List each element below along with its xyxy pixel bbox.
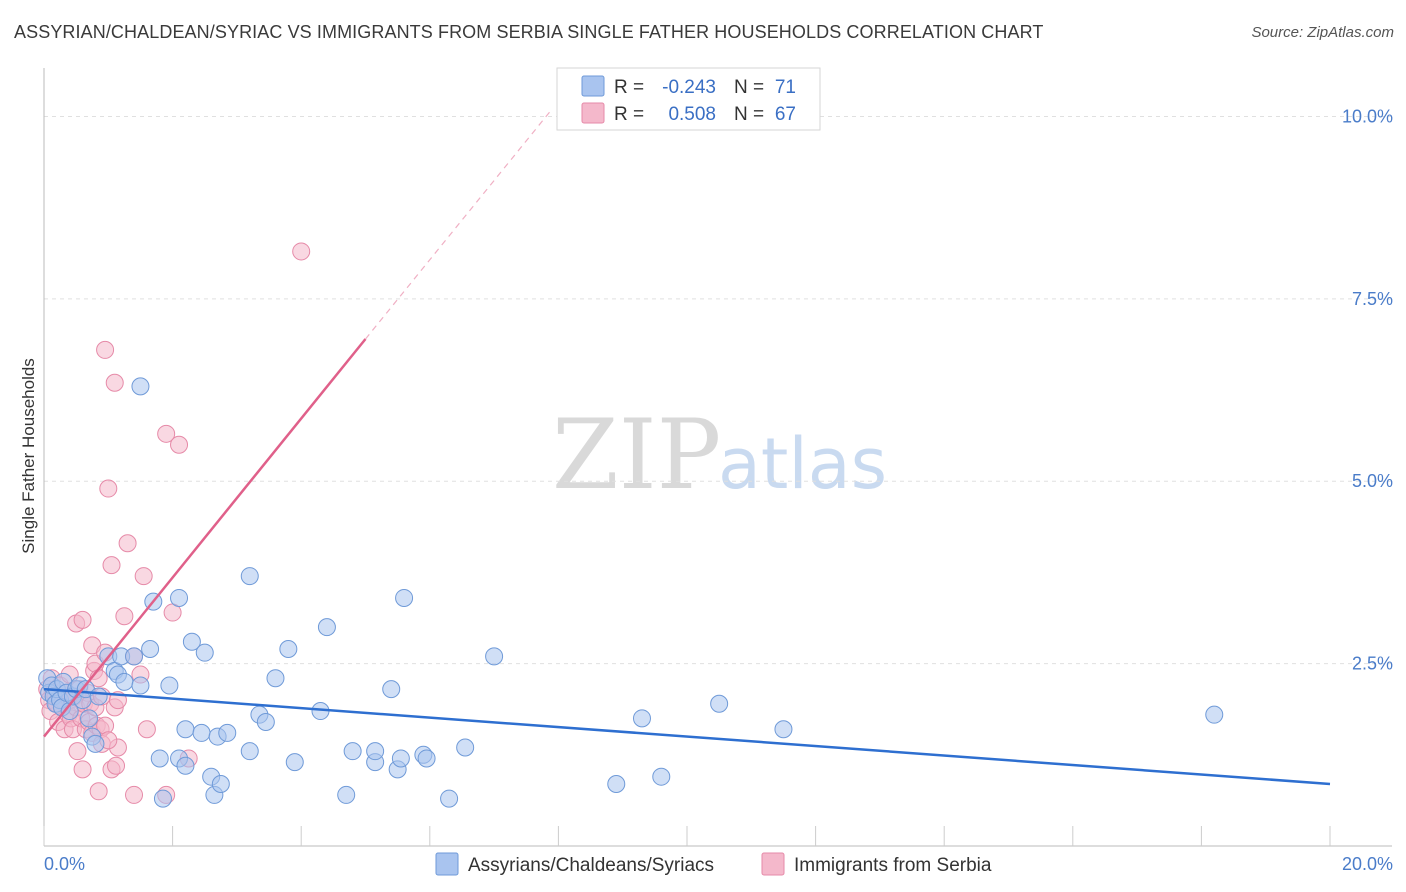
- assyrian-point-63: [440, 789, 459, 808]
- assyrian-point-52: [317, 618, 336, 637]
- serbia-point-55: [134, 567, 153, 586]
- legend-swatch-assyrian: [435, 852, 459, 876]
- assyrian-point-37: [192, 723, 211, 742]
- trend-lines: [43, 108, 1331, 786]
- assyrian-point-69: [710, 694, 729, 713]
- y-tick-label-0: 2.5%: [1352, 654, 1393, 674]
- assyrian-point-36: [182, 632, 201, 651]
- serbia-point-42: [96, 340, 115, 359]
- legend: Assyrians/Chaldeans/Syriacs Immigrants f…: [435, 852, 992, 876]
- assyrian-point-60: [395, 588, 414, 607]
- tick-labels: 2.5% 5.0% 7.5% 10.0% 0.0% 20.0%: [44, 106, 1393, 874]
- stats-pink-swatch: [581, 102, 605, 124]
- assyrian-point-72: [131, 377, 150, 396]
- stats-blue-r-value: -0.243: [662, 77, 716, 98]
- assyrian-point-71: [1205, 705, 1224, 724]
- serbia-point-53: [125, 785, 144, 804]
- assyrian-point-57: [382, 680, 401, 699]
- assyrian-point-54: [343, 742, 362, 761]
- assyrian-point-27: [141, 640, 160, 659]
- assyrian-point-34: [176, 720, 195, 739]
- assyrian-point-25: [125, 647, 144, 666]
- serbia-point-58: [157, 424, 176, 443]
- assyrian-point-50: [285, 753, 304, 772]
- serbia-point-24: [73, 760, 92, 779]
- x-tick-label-0: 0.0%: [44, 854, 85, 874]
- assyrian-point-47: [256, 712, 275, 731]
- stats-blue-n-label: N =: [734, 77, 764, 98]
- grid: [44, 115, 1392, 665]
- serbia-trend-line: [43, 338, 367, 738]
- assyrian-trend-line: [43, 687, 1331, 786]
- stats-blue-r-label: R =: [614, 77, 644, 98]
- legend-label-serbia: Immigrants from Serbia: [794, 855, 992, 876]
- stats-blue-n-value: 71: [775, 77, 796, 98]
- serbia-point-37: [89, 782, 108, 801]
- serbia-point-44: [102, 556, 121, 575]
- assyrian-point-66: [607, 774, 626, 793]
- x-tick-label-1: 20.0%: [1342, 854, 1393, 874]
- y-tick-label-3: 10.0%: [1342, 106, 1393, 126]
- y-tick-label-1: 5.0%: [1352, 471, 1393, 491]
- assyrian-point-31: [160, 676, 179, 695]
- axes: [43, 68, 1392, 847]
- stats-pink-n-label: N =: [734, 104, 764, 125]
- chart-title: ASSYRIAN/CHALDEAN/SYRIAC VS IMMIGRANTS F…: [14, 22, 1044, 42]
- stats-legend: R = -0.243 N = 71 R = 0.508 N = 67: [556, 67, 821, 131]
- serbia-point-65: [107, 756, 126, 775]
- assyrian-point-44: [240, 742, 259, 761]
- serbia-point-23: [73, 610, 92, 629]
- assyrian-point-30: [153, 789, 172, 808]
- assyrian-point-62: [417, 749, 436, 768]
- assyrian-point-48: [266, 669, 285, 688]
- assyrian-point-38: [195, 643, 214, 662]
- stats-pink-n-value: 67: [775, 104, 796, 125]
- assyrian-point-18: [86, 734, 105, 753]
- serbia-point-50: [115, 607, 134, 626]
- stats-pink-r-value: 0.508: [668, 104, 716, 125]
- watermark-atlas: atlas: [718, 423, 887, 505]
- serbia-point-51: [118, 534, 137, 553]
- assyrian-point-19: [89, 687, 108, 706]
- assyrian-point-49: [279, 640, 298, 659]
- serbia-point-46: [105, 373, 124, 392]
- legend-label-assyrian: Assyrians/Chaldeans/Syriacs: [468, 855, 714, 876]
- source-credit: Source: ZipAtlas.com: [1251, 24, 1394, 41]
- legend-swatch-serbia: [761, 852, 785, 876]
- serbia-point-60: [170, 435, 189, 454]
- assyrian-point-70: [774, 720, 793, 739]
- assyrian-point-35: [176, 756, 195, 775]
- assyrian-point-45: [240, 567, 259, 586]
- assyrian-point-26: [131, 676, 150, 695]
- watermark: ZIP atlas: [552, 399, 887, 511]
- assyrian-point-64: [456, 738, 475, 757]
- serbia-trend-extension: [365, 108, 553, 340]
- stats-pink-r-label: R =: [614, 104, 644, 125]
- assyrian-point-59: [391, 749, 410, 768]
- assyrian-point-24: [115, 672, 134, 691]
- assyrian-point-29: [150, 749, 169, 768]
- assyrian-point-67: [632, 709, 651, 728]
- serbia-point-20: [68, 742, 87, 761]
- assyrian-point-43: [218, 723, 237, 742]
- y-tick-label-2: 7.5%: [1352, 289, 1393, 309]
- serbia-point-56: [137, 720, 156, 739]
- assyrian-point-65: [485, 647, 504, 666]
- serbia-point-43: [99, 479, 118, 498]
- assyrian-point-68: [652, 767, 671, 786]
- assyrian-point-16: [80, 709, 99, 728]
- assyrian-point-33: [170, 588, 189, 607]
- stats-blue-swatch: [581, 75, 605, 97]
- watermark-zip: ZIP: [552, 399, 721, 511]
- series-assyrian-points: [38, 377, 1224, 808]
- assyrian-point-53: [337, 785, 356, 804]
- y-axis-label: Single Father Households: [19, 358, 38, 554]
- assyrian-point-56: [366, 742, 385, 761]
- assyrian-point-42: [211, 774, 230, 793]
- serbia-point-62: [292, 242, 311, 261]
